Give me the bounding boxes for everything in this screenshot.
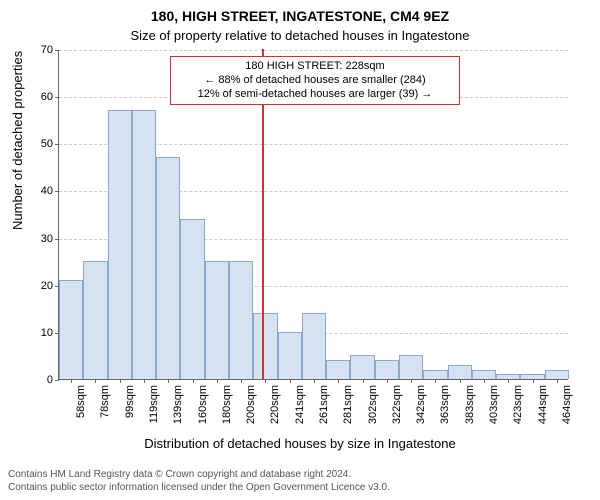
- chart-container: 180, HIGH STREET, INGATESTONE, CM4 9EZ S…: [0, 0, 600, 500]
- histogram-bar: [108, 110, 132, 379]
- x-tick-mark: [363, 379, 364, 383]
- histogram-bar: [229, 261, 253, 379]
- y-tick-mark: [55, 191, 59, 192]
- x-tick-mark: [508, 379, 509, 383]
- x-tick-mark: [557, 379, 558, 383]
- x-tick-label: 220sqm: [269, 385, 281, 424]
- x-tick-label: 363sqm: [439, 385, 451, 424]
- y-tick-label: 50: [41, 138, 53, 150]
- x-tick-label: 322sqm: [391, 385, 403, 424]
- x-tick-mark: [144, 379, 145, 383]
- histogram-bar: [545, 370, 569, 379]
- histogram-bar: [253, 313, 277, 379]
- histogram-bar: [375, 360, 399, 379]
- x-tick-label: 261sqm: [318, 385, 330, 424]
- y-tick-mark: [55, 144, 59, 145]
- histogram-bar: [350, 355, 374, 379]
- x-tick-label: 423sqm: [512, 385, 524, 424]
- x-tick-mark: [484, 379, 485, 383]
- y-tick-label: 40: [41, 185, 53, 197]
- x-tick-mark: [533, 379, 534, 383]
- x-tick-mark: [387, 379, 388, 383]
- y-tick-mark: [55, 239, 59, 240]
- annotation-line: 180 HIGH STREET: 228sqm: [179, 60, 451, 74]
- histogram-bar: [399, 355, 423, 379]
- histogram-bar: [448, 365, 472, 379]
- y-tick-label: 30: [41, 233, 53, 245]
- x-tick-mark: [265, 379, 266, 383]
- histogram-bar: [278, 332, 302, 379]
- x-tick-label: 200sqm: [245, 385, 257, 424]
- x-tick-label: 58sqm: [75, 385, 87, 418]
- annotation-line: 12% of semi-detached houses are larger (…: [179, 88, 451, 102]
- x-tick-mark: [435, 379, 436, 383]
- histogram-bar: [205, 261, 229, 379]
- y-tick-label: 70: [41, 44, 53, 56]
- histogram-bar: [132, 110, 156, 379]
- x-tick-mark: [120, 379, 121, 383]
- x-tick-mark: [338, 379, 339, 383]
- y-tick-mark: [55, 50, 59, 51]
- y-tick-label: 20: [41, 280, 53, 292]
- x-tick-label: 342sqm: [415, 385, 427, 424]
- histogram-bar: [326, 360, 350, 379]
- x-tick-label: 383sqm: [464, 385, 476, 424]
- histogram-bar: [423, 370, 447, 379]
- x-tick-label: 241sqm: [294, 385, 306, 424]
- x-tick-label: 464sqm: [561, 385, 573, 424]
- x-tick-mark: [217, 379, 218, 383]
- gridline: [59, 50, 568, 51]
- x-tick-mark: [168, 379, 169, 383]
- x-tick-label: 281sqm: [342, 385, 354, 424]
- x-tick-label: 139sqm: [172, 385, 184, 424]
- x-axis-label: Distribution of detached houses by size …: [0, 436, 600, 451]
- x-tick-mark: [460, 379, 461, 383]
- x-tick-mark: [95, 379, 96, 383]
- x-tick-mark: [193, 379, 194, 383]
- footer-attribution: Contains HM Land Registry data © Crown c…: [8, 469, 390, 494]
- y-tick-mark: [55, 97, 59, 98]
- annotation-box: 180 HIGH STREET: 228sqm← 88% of detached…: [170, 56, 460, 105]
- x-tick-mark: [411, 379, 412, 383]
- x-tick-label: 160sqm: [197, 385, 209, 424]
- x-tick-label: 444sqm: [537, 385, 549, 424]
- x-tick-label: 180sqm: [221, 385, 233, 424]
- y-axis-label: Number of detached properties: [10, 51, 25, 230]
- histogram-bar: [180, 219, 204, 379]
- histogram-bar: [472, 370, 496, 379]
- chart-title: 180, HIGH STREET, INGATESTONE, CM4 9EZ: [0, 8, 600, 24]
- histogram-bar: [302, 313, 326, 379]
- y-tick-label: 0: [47, 374, 53, 386]
- x-tick-mark: [290, 379, 291, 383]
- annotation-line: ← 88% of detached houses are smaller (28…: [179, 74, 451, 88]
- x-tick-mark: [314, 379, 315, 383]
- y-tick-label: 60: [41, 91, 53, 103]
- y-tick-label: 10: [41, 327, 53, 339]
- x-tick-label: 119sqm: [148, 385, 160, 423]
- footer-line-2: Contains public sector information licen…: [8, 482, 390, 495]
- histogram-bar: [156, 157, 180, 379]
- x-tick-label: 403sqm: [488, 385, 500, 424]
- x-tick-mark: [241, 379, 242, 383]
- histogram-bar: [83, 261, 107, 379]
- x-tick-label: 302sqm: [367, 385, 379, 424]
- chart-subtitle: Size of property relative to detached ho…: [0, 28, 600, 43]
- footer-line-1: Contains HM Land Registry data © Crown c…: [8, 469, 390, 482]
- histogram-bar: [59, 280, 83, 379]
- x-tick-label: 99sqm: [124, 385, 136, 418]
- x-tick-mark: [71, 379, 72, 383]
- x-tick-label: 78sqm: [99, 385, 111, 418]
- y-tick-mark: [55, 380, 59, 381]
